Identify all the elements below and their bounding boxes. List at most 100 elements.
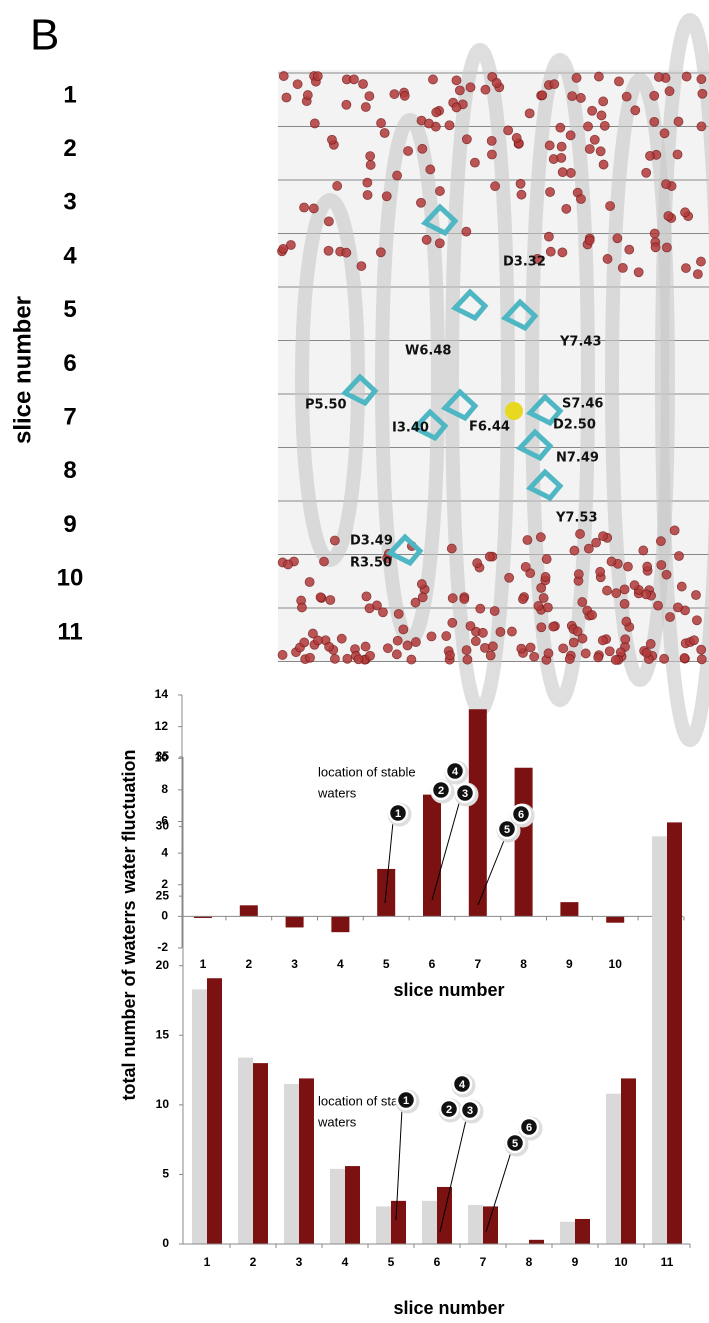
- water-sphere: [354, 655, 363, 664]
- water-sphere: [670, 526, 679, 535]
- bar: [469, 709, 487, 916]
- water-sphere: [481, 85, 490, 94]
- water-sphere: [445, 121, 454, 130]
- water-sphere: [664, 212, 673, 221]
- bar: [299, 1078, 314, 1244]
- water-sphere: [463, 655, 472, 664]
- marker-label: 5: [512, 1138, 518, 1150]
- water-sphere: [507, 627, 516, 636]
- water-sphere: [512, 133, 521, 142]
- water-sphere: [313, 72, 322, 81]
- bar: [240, 905, 258, 916]
- marker-label: 6: [518, 809, 524, 821]
- water-sphere: [584, 122, 593, 131]
- water-sphere: [558, 248, 567, 257]
- water-sphere: [462, 227, 471, 236]
- water-sphere: [650, 229, 659, 238]
- y-tick-label: 12: [155, 719, 169, 733]
- water-sphere: [550, 80, 559, 89]
- bar: [253, 1063, 268, 1244]
- water-sphere: [643, 562, 652, 571]
- slice-number: 2: [63, 135, 76, 162]
- water-sphere: [556, 123, 565, 132]
- water-sphere: [537, 583, 546, 592]
- callout-line: [440, 1120, 466, 1232]
- water-sphere: [466, 622, 475, 631]
- water-sphere: [487, 150, 496, 159]
- x-tick-label: 2: [250, 1255, 257, 1269]
- bar: [529, 1240, 544, 1244]
- water-sphere: [470, 158, 479, 167]
- water-sphere: [576, 195, 585, 204]
- marker-label: 2: [438, 785, 444, 797]
- marker-label: 4: [459, 1079, 466, 1091]
- water-sphere: [382, 192, 391, 201]
- water-sphere: [662, 243, 671, 252]
- water-sphere: [293, 80, 302, 89]
- water-sphere: [365, 92, 374, 101]
- ion: [505, 402, 523, 420]
- slice-number: 1: [63, 81, 76, 108]
- figure: B slice number D3.32 Y7.43 W6.48 S7.46 P…: [0, 0, 709, 1323]
- water-sphere: [599, 97, 608, 106]
- bar: [667, 822, 682, 1244]
- water-sphere: [612, 589, 621, 598]
- water-sphere: [534, 601, 543, 610]
- x-tick-label: 11: [661, 1255, 674, 1269]
- residue-label: D3.32: [503, 255, 546, 270]
- bar: [621, 1078, 636, 1244]
- bar: [284, 1084, 299, 1244]
- water-sphere: [614, 77, 623, 86]
- water-sphere: [491, 182, 500, 191]
- water-sphere: [462, 646, 471, 655]
- water-sphere: [544, 649, 553, 658]
- x-tick-label: 9: [566, 957, 573, 971]
- water-sphere: [426, 165, 435, 174]
- x-tick-label: 6: [434, 1255, 441, 1269]
- water-sphere: [394, 609, 403, 618]
- water-sphere: [480, 643, 489, 652]
- water-sphere: [462, 135, 471, 144]
- y-tick-label: 15: [156, 1027, 170, 1041]
- water-sphere: [447, 544, 456, 553]
- y-tick-label: 8: [161, 782, 168, 796]
- water-sphere: [282, 93, 291, 102]
- y-tick-label: 25: [156, 888, 170, 902]
- water-sphere: [490, 606, 499, 615]
- water-sphere: [378, 608, 387, 617]
- water-sphere: [585, 145, 594, 154]
- water-sphere: [363, 191, 372, 200]
- x-axis-title: slice number: [393, 980, 504, 1000]
- water-sphere: [697, 122, 706, 131]
- water-sphere: [603, 254, 612, 263]
- water-sphere: [383, 644, 392, 653]
- water-sphere: [542, 555, 551, 564]
- water-sphere: [325, 642, 334, 651]
- water-sphere: [417, 580, 426, 589]
- water-sphere: [598, 636, 607, 645]
- water-sphere: [569, 638, 578, 647]
- marker-label: 1: [395, 808, 401, 820]
- residue-label: N7.49: [556, 451, 599, 466]
- water-sphere: [361, 102, 370, 111]
- slice-axis-title: slice number: [9, 296, 36, 444]
- water-sphere: [651, 243, 660, 252]
- water-sphere: [316, 593, 325, 602]
- x-tick-label: 10: [609, 957, 623, 971]
- water-sphere: [466, 83, 475, 92]
- water-sphere: [333, 181, 342, 190]
- water-sphere: [585, 236, 594, 245]
- water-sphere: [557, 142, 566, 151]
- x-tick-label: 1: [200, 957, 207, 971]
- water-sphere: [393, 636, 402, 645]
- water-sphere: [523, 536, 532, 545]
- y-tick-label: 10: [156, 1097, 170, 1111]
- x-tick-label: 5: [388, 1255, 395, 1269]
- x-tick-label: 5: [383, 957, 390, 971]
- water-sphere: [578, 598, 587, 607]
- water-sphere: [541, 572, 550, 581]
- water-sphere: [578, 634, 587, 643]
- bar: [515, 768, 533, 917]
- y-tick-label: 0: [162, 1236, 169, 1250]
- water-sphere: [606, 201, 615, 210]
